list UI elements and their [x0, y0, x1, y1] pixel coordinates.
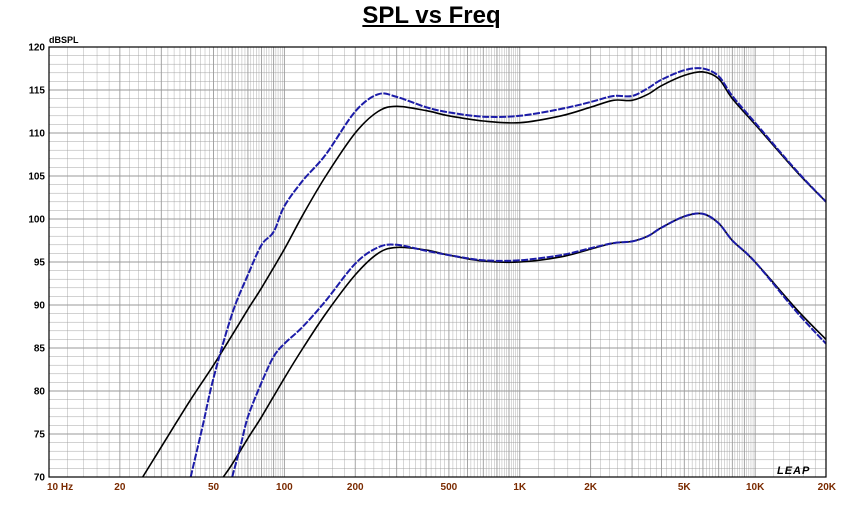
grid: [48, 46, 827, 478]
y-tick-label: 115: [29, 86, 46, 97]
x-tick-label: 1K: [513, 482, 527, 493]
x-tick-label: 500: [441, 482, 458, 493]
series-lines: [142, 67, 827, 478]
series-line-1: [142, 71, 827, 478]
y-tick-label: 80: [34, 387, 46, 398]
x-tick-label: 20K: [818, 482, 837, 493]
series-line-3: [222, 212, 827, 478]
y-tick-label: 90: [34, 301, 46, 312]
y-tick-label: 75: [34, 430, 46, 441]
series-line-2: [189, 67, 827, 478]
y-tick-label: 85: [34, 344, 46, 355]
x-tick-label: 20: [114, 482, 126, 493]
series-line-4: [231, 212, 827, 478]
y-tick-label: 110: [29, 129, 46, 140]
y-tick-label: 70: [34, 473, 46, 484]
x-tick-labels: 10 Hz 20 50 100 200 500 1K 2K 5K 10K 20K: [47, 482, 837, 493]
y-tick-label: 100: [28, 215, 45, 226]
chart-title: SPL vs Freq: [362, 2, 501, 29]
x-tick-label: 10K: [746, 482, 765, 493]
y-axis-label: dBSPL: [49, 35, 79, 45]
x-tick-label: 100: [276, 482, 293, 493]
x-tick-label: 2K: [584, 482, 598, 493]
x-tick-label: 10 Hz: [47, 482, 73, 493]
y-tick-labels: 70 75 80 85 90 95 100 105 110 115 120: [28, 43, 45, 484]
y-tick-label: 105: [28, 172, 45, 183]
x-tick-label: 50: [208, 482, 220, 493]
x-tick-label: 200: [347, 482, 364, 493]
y-tick-label: 95: [34, 258, 46, 269]
x-tick-label: 5K: [678, 482, 692, 493]
y-tick-label: 120: [28, 43, 45, 54]
leap-logo: LEAP: [777, 465, 810, 477]
plot-frame: [48, 46, 827, 478]
